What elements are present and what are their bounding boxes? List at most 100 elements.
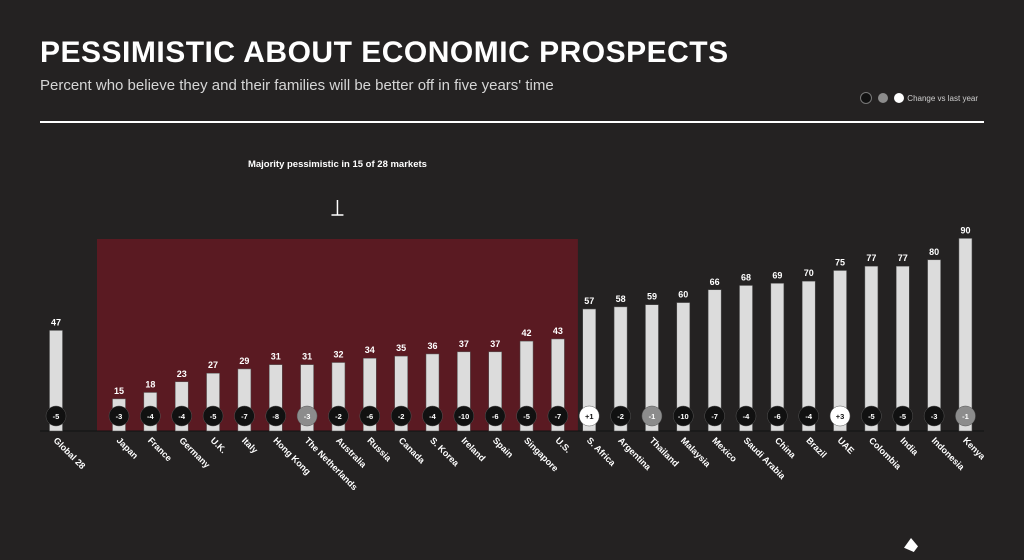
legend-item-grey — [878, 93, 889, 103]
value-label: 58 — [616, 294, 626, 304]
change-badge — [767, 405, 788, 427]
category-label: Italy — [240, 435, 260, 455]
category-label: UAE — [836, 435, 857, 456]
value-label: 90 — [960, 225, 970, 235]
category-label: Mexico — [710, 435, 739, 464]
value-label: 18 — [145, 379, 155, 389]
value-label: 66 — [710, 277, 720, 287]
change-label: +3 — [836, 412, 845, 421]
change-label: -4 — [805, 412, 812, 421]
change-badge — [359, 405, 381, 427]
category-label: Canada — [397, 435, 428, 466]
bar-uae — [833, 270, 847, 432]
value-label: 59 — [647, 292, 657, 302]
category-label: China — [773, 435, 798, 460]
category-label: U.K. — [209, 435, 229, 455]
change-label: -2 — [335, 412, 342, 421]
category-label: U.S. — [553, 435, 572, 454]
change-badge — [484, 405, 506, 427]
value-label: 47 — [51, 317, 61, 327]
change-label: -7 — [241, 412, 248, 421]
category-label: Colombia — [867, 435, 904, 472]
change-badge — [704, 405, 725, 427]
change-badge — [202, 405, 224, 427]
annotation-text: Majority pessimistic in 15 of 28 markets — [248, 159, 427, 170]
legend-item-white: Change vs last year — [894, 93, 978, 103]
value-label: 80 — [929, 247, 939, 257]
category-label: Germany — [177, 435, 212, 470]
category-label: Global 28 — [52, 435, 88, 471]
change-badge — [45, 405, 67, 427]
bar-saudi-arabia — [739, 285, 753, 432]
chart-area: Majority pessimistic in 15 of 28 markets… — [0, 125, 1024, 520]
bar-china — [770, 283, 785, 432]
bar-malaysia — [676, 302, 691, 432]
change-label: -5 — [523, 412, 530, 421]
chart-subtitle: Percent who believe they and their famil… — [40, 77, 554, 94]
value-label: 27 — [208, 360, 218, 370]
change-badge — [547, 405, 569, 427]
bar-mexico — [707, 289, 722, 432]
chart-title: PESSIMISTIC ABOUT ECONOMIC PROSPECTS — [40, 36, 729, 69]
legend-dot-grey-icon — [878, 93, 889, 103]
bar-chart: Majority pessimistic in 15 of 28 markets… — [40, 159, 988, 492]
change-badge — [265, 405, 286, 427]
change-label: -3 — [116, 412, 123, 421]
change-label: -4 — [147, 412, 154, 421]
bar-kenya — [958, 238, 973, 432]
category-label: Ireland — [459, 435, 487, 463]
change-badge — [296, 405, 318, 427]
value-label: 34 — [365, 345, 375, 355]
value-label: 70 — [804, 268, 814, 278]
change-badge — [798, 405, 819, 427]
value-label: 77 — [898, 253, 908, 263]
value-label: 57 — [584, 296, 594, 306]
value-label: 36 — [427, 341, 437, 351]
change-badge — [673, 405, 694, 427]
brand-logo — [904, 538, 918, 552]
change-badge — [892, 405, 913, 427]
change-label: -1 — [962, 412, 969, 421]
value-label: 77 — [866, 253, 876, 263]
value-label: 32 — [333, 350, 343, 360]
change-badge — [108, 405, 130, 427]
bar-argentina — [613, 306, 628, 432]
change-badge — [861, 405, 882, 427]
value-label: 75 — [835, 258, 845, 268]
category-label: Japan — [115, 435, 140, 460]
change-badge — [610, 405, 631, 427]
value-label: 31 — [271, 352, 281, 362]
change-label: -3 — [931, 412, 938, 421]
value-label: 37 — [459, 339, 469, 349]
change-badge — [955, 405, 976, 427]
change-badge — [829, 405, 851, 427]
change-label: -5 — [899, 412, 906, 421]
bar-indonesia — [927, 259, 941, 432]
bar-india — [896, 265, 910, 432]
change-label: -4 — [178, 412, 185, 421]
change-badge — [735, 405, 757, 427]
change-label: -8 — [272, 412, 279, 421]
change-label: -7 — [555, 412, 562, 421]
value-label: 29 — [239, 356, 249, 366]
category-label: India — [898, 435, 921, 458]
legend-dot-white-icon — [894, 93, 905, 103]
change-badge — [923, 405, 945, 427]
change-label: -5 — [53, 412, 60, 421]
category-label: Malaysia — [679, 435, 713, 469]
legend-label-change: Change vs last year — [907, 93, 978, 103]
change-label: -2 — [398, 412, 405, 421]
logo-mark-icon — [904, 538, 918, 552]
change-label: -3 — [304, 412, 311, 421]
change-label: -4 — [743, 412, 750, 421]
bar-thailand — [645, 304, 659, 432]
legend: Change vs last year — [860, 92, 978, 104]
value-label: 60 — [678, 290, 688, 300]
category-label: Kenya — [961, 435, 988, 462]
category-label: Brazil — [804, 435, 828, 459]
value-label: 37 — [490, 339, 500, 349]
bar-s-africa — [582, 308, 596, 432]
change-label: -4 — [429, 412, 436, 421]
category-label: The Netherlands — [303, 435, 360, 492]
change-badge — [579, 405, 600, 427]
